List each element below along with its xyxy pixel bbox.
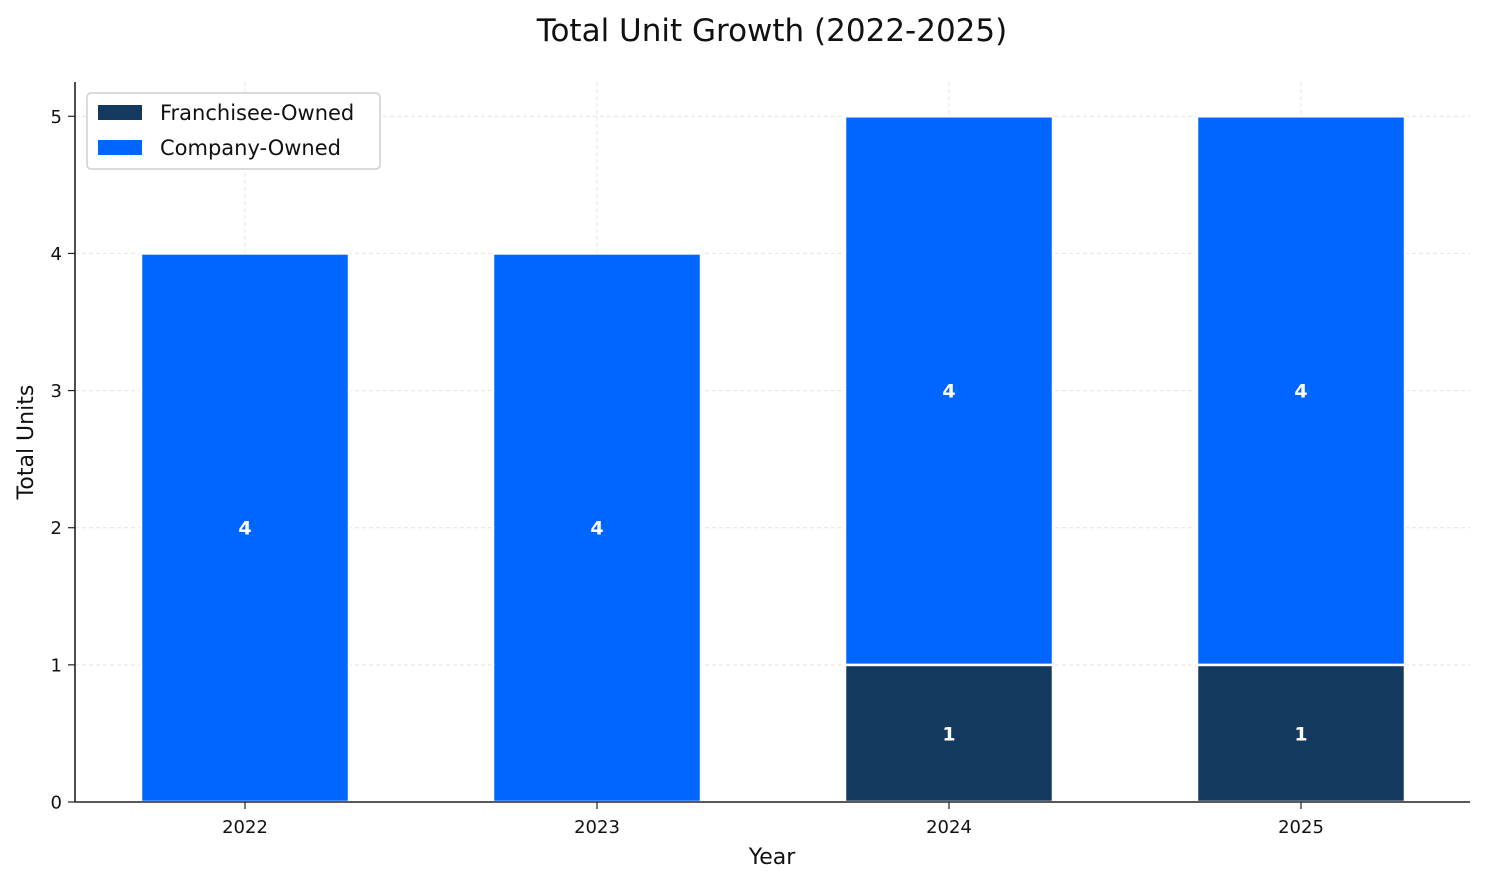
- bar-value-label-franchisee-owned-2024: 1: [942, 723, 955, 745]
- legend-swatch-company-owned: [98, 140, 142, 155]
- legend-label-franchisee-owned: Franchisee-Owned: [160, 101, 354, 125]
- bar-company-owned-2024: [843, 115, 1055, 667]
- bar-value-label-company-owned-2022: 4: [238, 518, 251, 540]
- bar-value-label-franchisee-owned-2025: 1: [1294, 723, 1307, 745]
- tick-labels: 0 1 2 3 4 5 2022 2023 2024 2025: [51, 107, 1324, 838]
- bar-franchisee-owned-2024: [843, 663, 1055, 804]
- y-tick-label: 5: [51, 107, 62, 128]
- bar-franchisee-owned-2025: [1195, 663, 1407, 804]
- bar-company-owned-2023: [491, 252, 703, 804]
- x-tick-label: 2022: [222, 817, 268, 838]
- chart-title: Total Unit Growth (2022-2025): [536, 13, 1007, 49]
- x-tick-label: 2023: [574, 817, 620, 838]
- y-tick-label: 3: [51, 381, 62, 402]
- bar-value-label-company-owned-2024: 4: [942, 381, 955, 403]
- y-tick-label: 2: [51, 518, 62, 539]
- bars: [139, 115, 1407, 804]
- bar-value-label-company-owned-2025: 4: [1294, 381, 1307, 403]
- y-axis-label: Total Units: [14, 385, 39, 501]
- y-tick-label: 1: [51, 655, 62, 676]
- bar-labels: 4 4 1 4 1 4: [238, 381, 1307, 746]
- x-tick-label: 2024: [926, 817, 972, 838]
- bar-value-label-company-owned-2023: 4: [590, 518, 603, 540]
- y-tick-label: 4: [51, 244, 62, 265]
- axes: [68, 82, 1470, 809]
- legend: Franchisee-Owned Company-Owned: [86, 92, 381, 170]
- bar-company-owned-2025: [1195, 115, 1407, 667]
- y-tick-label: 0: [51, 793, 62, 814]
- x-axis-label: Year: [748, 845, 797, 870]
- legend-label-company-owned: Company-Owned: [160, 136, 341, 160]
- x-tick-label: 2025: [1278, 817, 1324, 838]
- legend-box: [86, 92, 381, 170]
- legend-swatch-franchisee-owned: [98, 105, 142, 120]
